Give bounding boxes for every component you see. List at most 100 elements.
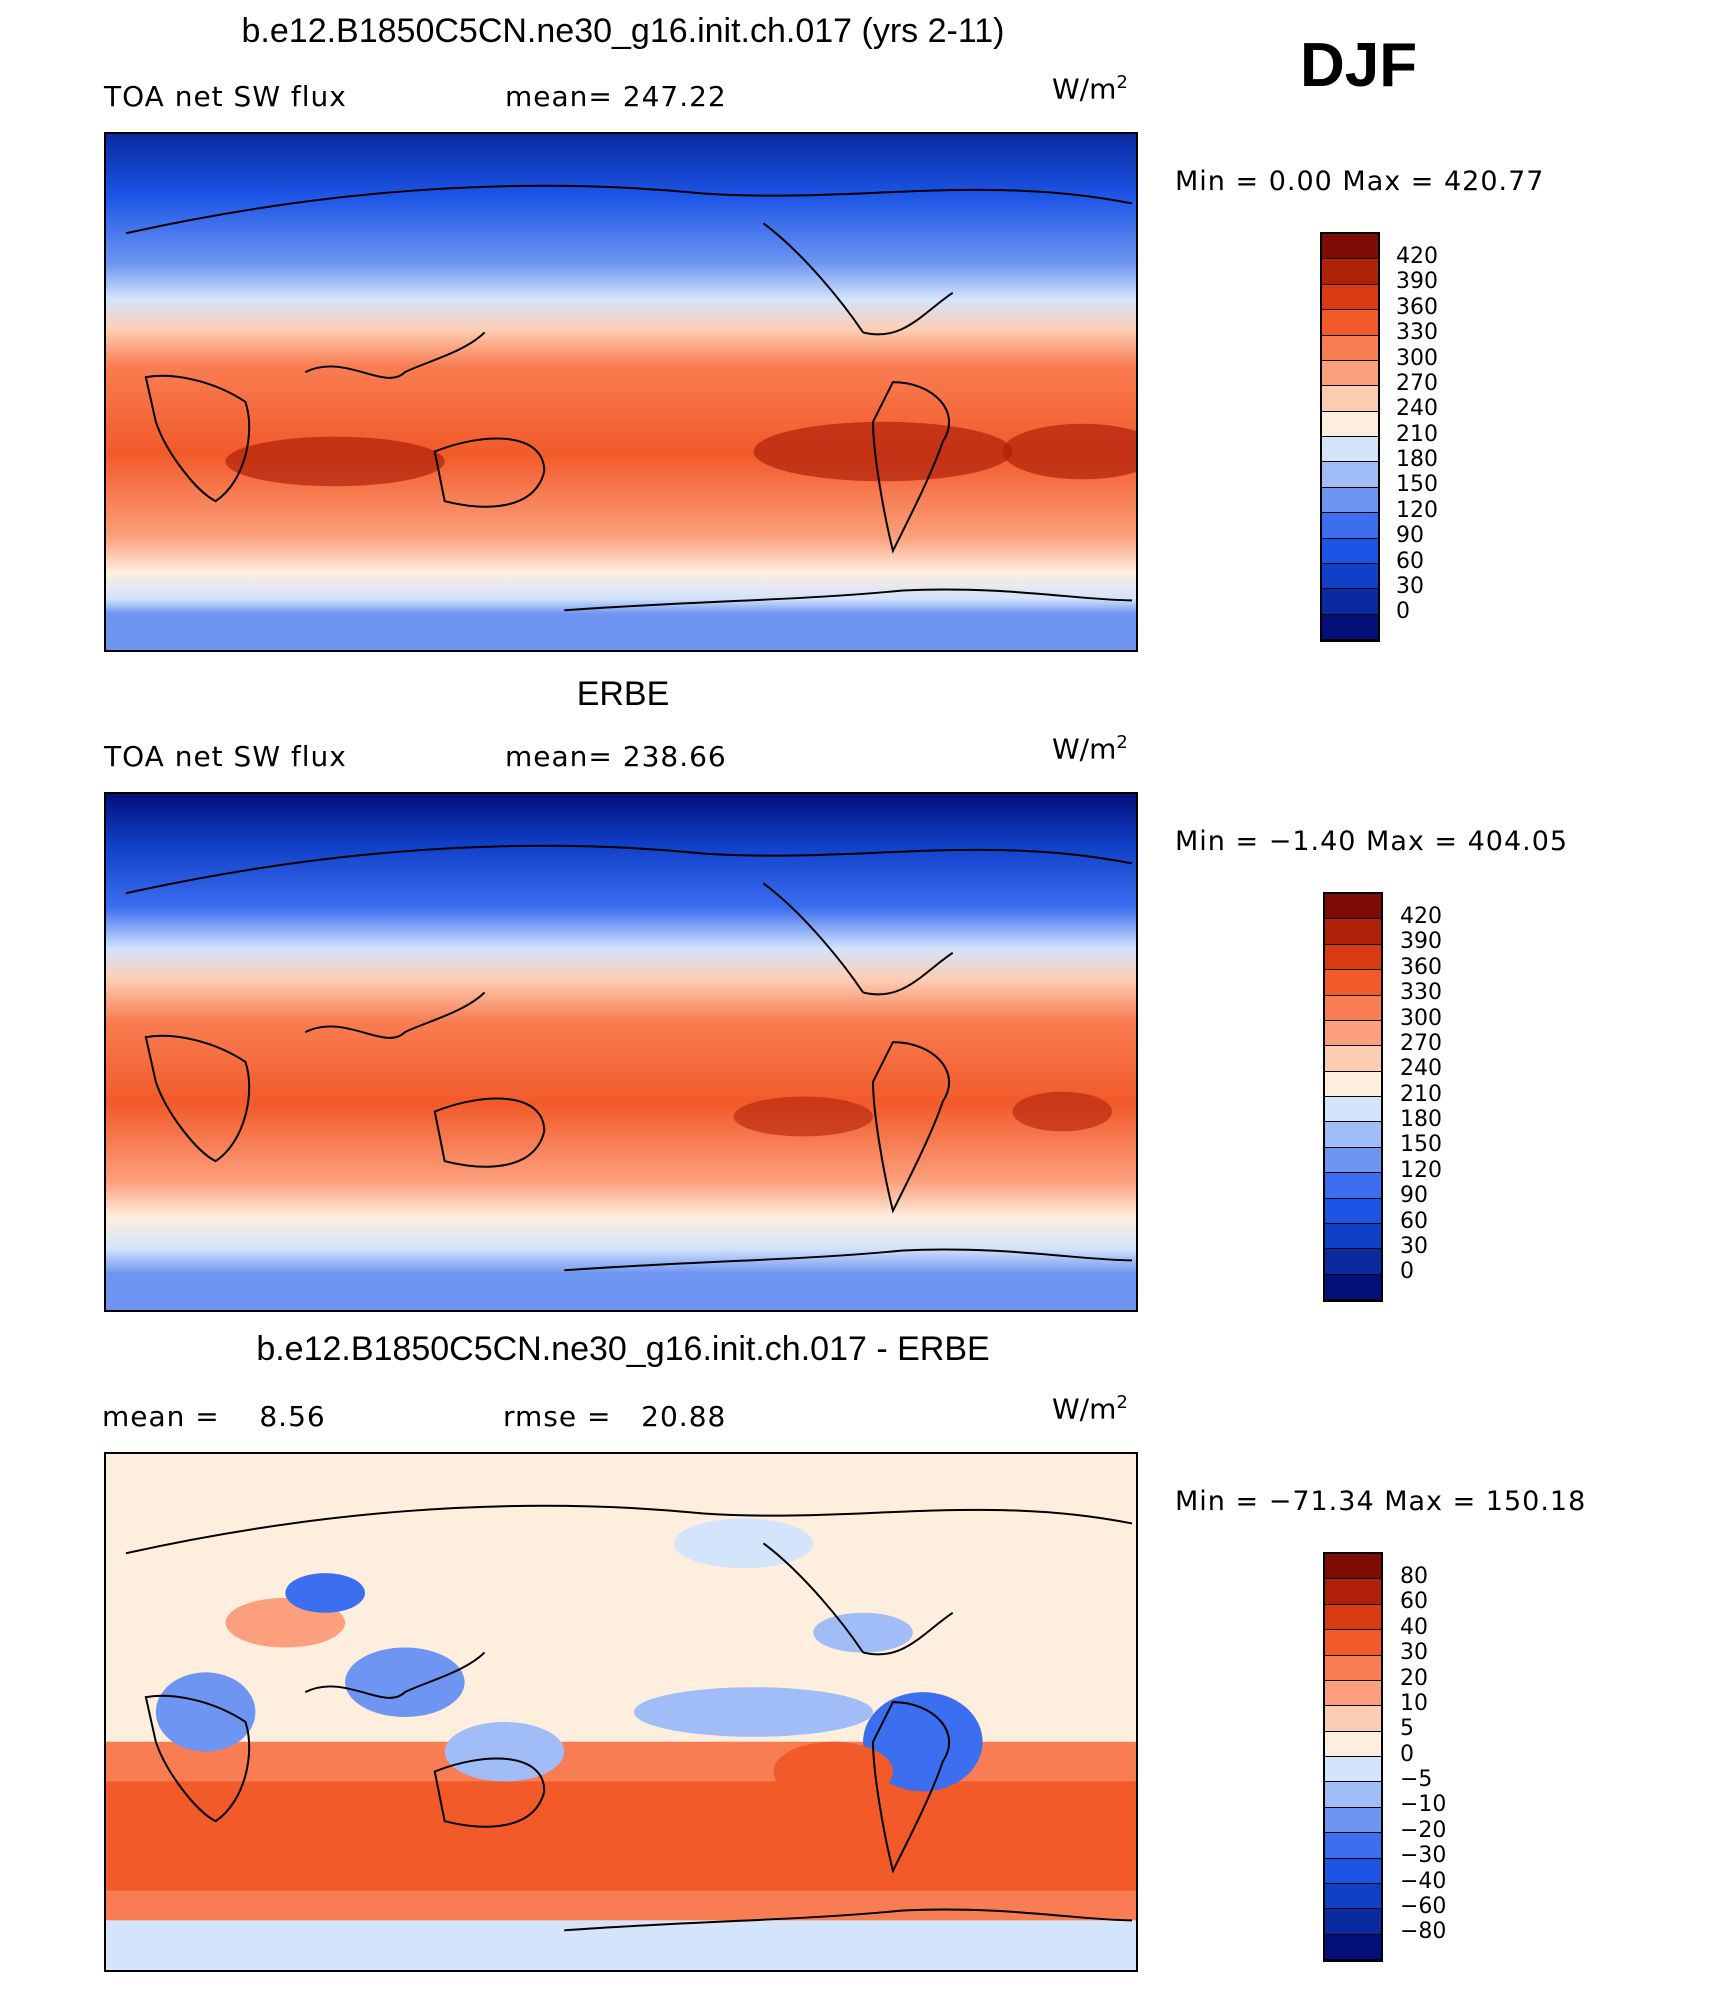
- colorbar-label: 420: [1400, 904, 1442, 929]
- colorbar-label: 120: [1400, 1157, 1442, 1183]
- colorbar-label: 180: [1396, 447, 1438, 472]
- colorbar-label: 150: [1400, 1132, 1442, 1158]
- colorbar-label: 240: [1396, 396, 1438, 422]
- panel3-rmse-label: rmse = 20.88: [503, 1400, 727, 1433]
- panel2-units: W/m2: [1052, 732, 1128, 766]
- colorbar-segment: [1325, 1934, 1381, 1960]
- colorbar-segment: [1322, 234, 1378, 260]
- colorbar-label: −80: [1400, 1919, 1447, 1945]
- colorbar-segment: [1325, 970, 1381, 996]
- panel1-mean-label: mean= 247.22: [505, 80, 727, 113]
- colorbar-segment: [1325, 1807, 1381, 1834]
- colorbar-segment: [1325, 1579, 1381, 1605]
- colorbar-label: 390: [1396, 269, 1438, 295]
- panel1-map-svg: [106, 134, 1136, 650]
- colorbar-label: −5: [1400, 1767, 1433, 1792]
- colorbar-segment: [1322, 284, 1378, 311]
- colorbar-label: 60: [1400, 1208, 1428, 1234]
- colorbar-label: −10: [1400, 1792, 1447, 1818]
- panel1-colorbar: [1320, 232, 1380, 642]
- colorbar-segment: [1322, 487, 1378, 514]
- colorbar-segment: [1325, 1223, 1381, 1250]
- colorbar-label: −30: [1400, 1843, 1447, 1869]
- colorbar-segment: [1322, 614, 1378, 640]
- colorbar-label: 20: [1400, 1665, 1428, 1691]
- colorbar-label: 300: [1396, 345, 1438, 371]
- colorbar-segment: [1325, 1198, 1381, 1224]
- panel3-colorbar-labels: 80 60 40 30 20 10 5 0 −5 −10 −20 −30 −40 −60 −80: [1400, 1566, 1460, 1946]
- colorbar-label: 300: [1400, 1005, 1442, 1031]
- colorbar-label: 150: [1396, 472, 1438, 498]
- colorbar-label: 240: [1400, 1056, 1442, 1082]
- colorbar-segment: [1322, 563, 1378, 590]
- colorbar-segment: [1325, 1020, 1381, 1047]
- colorbar-label: 90: [1400, 1183, 1428, 1209]
- colorbar-label: 30: [1400, 1640, 1428, 1666]
- colorbar-segment: [1325, 1630, 1381, 1656]
- panel2-mean-label: mean= 238.66: [505, 740, 727, 773]
- panel3-units: W/m2: [1052, 1392, 1128, 1426]
- panel1-minmax: Min = 0.00 Max = 420.77: [1175, 166, 1545, 197]
- colorbar-segment: [1325, 1883, 1381, 1910]
- colorbar-label: −20: [1400, 1817, 1447, 1843]
- colorbar-label: 0: [1400, 1741, 1414, 1767]
- colorbar-segment: [1325, 1046, 1381, 1072]
- panel1-title: b.e12.B1850C5CN.ne30_g16.init.ch.017 (yr…: [241, 12, 1005, 50]
- colorbar-label: 5: [1400, 1716, 1414, 1742]
- colorbar-label: 60: [1396, 548, 1424, 574]
- colorbar-segment: [1325, 1071, 1381, 1097]
- colorbar-label: 60: [1400, 1589, 1428, 1615]
- colorbar-segment: [1322, 462, 1378, 488]
- colorbar-label: 210: [1400, 1081, 1442, 1107]
- colorbar-label: 80: [1400, 1564, 1428, 1589]
- panel2-variable-label: TOA net SW flux: [104, 740, 347, 773]
- panel1-map: [104, 132, 1138, 652]
- colorbar-segment: [1322, 437, 1378, 463]
- panel2-map: [104, 792, 1138, 1312]
- colorbar-label: 330: [1400, 980, 1442, 1006]
- colorbar-segment: [1325, 1554, 1381, 1580]
- colorbar-label: 420: [1396, 244, 1438, 269]
- colorbar-label: 180: [1400, 1107, 1442, 1132]
- colorbar-segment: [1325, 1097, 1381, 1123]
- colorbar-segment: [1325, 1833, 1381, 1859]
- colorbar-segment: [1325, 1858, 1381, 1884]
- panel1-colorbar-labels: 420 390 360 330 300 270 240 210 180 150 120 90 60 30 0: [1396, 246, 1456, 626]
- panel2-title: ERBE: [576, 675, 670, 713]
- panel3-map: [104, 1452, 1138, 1972]
- colorbar-label: −60: [1400, 1893, 1447, 1919]
- colorbar-label: 360: [1396, 294, 1438, 320]
- colorbar-label: 270: [1396, 370, 1438, 396]
- colorbar-segment: [1322, 538, 1378, 564]
- colorbar-segment: [1322, 335, 1378, 361]
- panel3-map-svg: [106, 1454, 1136, 1970]
- colorbar-label: 330: [1396, 320, 1438, 346]
- colorbar-segment: [1325, 944, 1381, 971]
- panel2-minmax: Min = −1.40 Max = 404.05: [1175, 826, 1569, 857]
- panel3-mean-label: mean = 8.56: [102, 1400, 326, 1433]
- colorbar-segment: [1325, 1731, 1381, 1757]
- panel3-minmax: Min = −71.34 Max = 150.18: [1175, 1486, 1587, 1517]
- colorbar-segment: [1325, 1782, 1381, 1808]
- colorbar-segment: [1322, 386, 1378, 412]
- colorbar-segment: [1322, 360, 1378, 387]
- colorbar-segment: [1325, 894, 1381, 920]
- colorbar-segment: [1322, 310, 1378, 336]
- colorbar-segment: [1325, 1680, 1381, 1707]
- colorbar-segment: [1325, 1173, 1381, 1199]
- colorbar-label: 390: [1400, 929, 1442, 955]
- colorbar-label: 360: [1400, 954, 1442, 980]
- colorbar-label: 10: [1400, 1690, 1428, 1716]
- colorbar-label: 210: [1396, 421, 1438, 447]
- panel1-units: W/m2: [1052, 72, 1128, 106]
- colorbar-label: 120: [1396, 497, 1438, 523]
- colorbar-segment: [1322, 411, 1378, 437]
- panel2-map-svg: [106, 794, 1136, 1310]
- colorbar-label: 30: [1400, 1233, 1428, 1259]
- colorbar-segment: [1325, 1147, 1381, 1174]
- colorbar-segment: [1325, 1122, 1381, 1148]
- colorbar-segment: [1325, 995, 1381, 1021]
- colorbar-segment: [1322, 589, 1378, 615]
- colorbar-segment: [1325, 919, 1381, 945]
- panel1-variable-label: TOA net SW flux: [104, 80, 347, 113]
